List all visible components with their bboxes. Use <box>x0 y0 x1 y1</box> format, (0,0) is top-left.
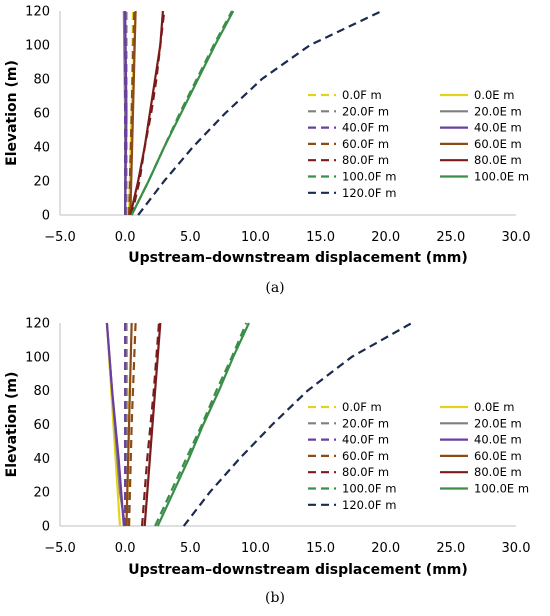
series-line <box>137 10 383 216</box>
x-tick-label: −5.0 <box>44 230 76 245</box>
y-tick-label: 80 <box>33 384 50 399</box>
legend-label: 100.0F m <box>342 482 396 496</box>
y-tick-label: 100 <box>25 350 50 365</box>
series-line <box>127 322 137 527</box>
x-tick-label: 15.0 <box>306 541 335 556</box>
legend-label: 60.0E m <box>474 137 522 151</box>
legend-label: 20.0F m <box>342 104 389 118</box>
legend-label: 40.0E m <box>474 121 522 135</box>
x-axis-label: Upstream–downstream displacement (mm) <box>128 250 468 266</box>
x-tick-label: 20.0 <box>371 541 400 556</box>
legend-label: 0.0E m <box>474 88 514 102</box>
legend-label: 60.0F m <box>342 137 389 151</box>
legend-label: 40.0F m <box>342 121 389 135</box>
y-tick-label: 0 <box>42 209 50 224</box>
x-axis-label: Upstream–downstream displacement (mm) <box>128 562 468 578</box>
series-line <box>130 10 235 216</box>
panel-caption-b: (b) <box>265 590 285 606</box>
y-axis-label: Elevation (m) <box>4 372 20 478</box>
y-tick-label: 80 <box>33 73 50 88</box>
x-tick-label: 5.0 <box>180 230 201 245</box>
x-tick-label: 15.0 <box>306 230 335 245</box>
legend-label: 0.0F m <box>342 400 382 414</box>
legend-label: 60.0F m <box>342 449 389 463</box>
legend-label: 20.0E m <box>474 416 522 430</box>
series-line <box>140 322 161 527</box>
legend-label: 100.0F m <box>342 170 396 184</box>
series-line <box>124 10 128 216</box>
legend-label: 120.0F m <box>342 498 396 512</box>
legend-label: 0.0F m <box>342 88 382 102</box>
series-line <box>105 322 125 527</box>
x-tick-label: 25.0 <box>436 230 465 245</box>
x-tick-label: 25.0 <box>436 541 465 556</box>
legend-label: 120.0F m <box>342 186 396 200</box>
y-tick-label: 120 <box>25 5 50 20</box>
legend-label: 40.0E m <box>474 433 522 447</box>
y-tick-label: 20 <box>33 486 50 501</box>
x-tick-label: 0.0 <box>115 230 136 245</box>
series-line <box>125 322 133 527</box>
legend-label: 20.0E m <box>474 104 522 118</box>
chart-panel-b: 0 20 40 60 80 100 120 −5.0 0.0 5.0 10.0 15.0 20.0 25.… <box>4 317 530 579</box>
series-line <box>127 10 136 216</box>
x-tick-label: 20.0 <box>371 230 400 245</box>
chart-panel-a: 0 20 40 60 80 100 120 −5.0 0.0 5.0 10.0 15.0 20.0 25.… <box>4 5 530 267</box>
y-tick-label: 40 <box>33 452 50 467</box>
x-tick-label: 5.0 <box>180 541 201 556</box>
x-tick-label: −5.0 <box>44 541 76 556</box>
legend-label: 80.0E m <box>474 153 522 167</box>
series-line <box>129 10 137 216</box>
y-tick-label: 100 <box>25 39 50 54</box>
x-tick-label: 10.0 <box>241 230 270 245</box>
y-tick-label: 40 <box>33 141 50 156</box>
series-line <box>154 322 248 527</box>
x-tick-label: 30.0 <box>502 541 531 556</box>
x-tick-label: 0.0 <box>115 541 136 556</box>
series-line <box>129 10 165 216</box>
series-line <box>130 10 233 216</box>
series-line <box>143 322 162 527</box>
legend-label: 80.0F m <box>342 153 389 167</box>
panel-caption-a: (a) <box>265 280 285 296</box>
legend-label: 100.0E m <box>474 170 529 184</box>
y-tick-label: 20 <box>33 175 50 190</box>
legend-label: 40.0F m <box>342 433 389 447</box>
y-tick-label: 120 <box>25 317 50 332</box>
y-tick-label: 0 <box>42 520 50 535</box>
x-tick-label: 10.0 <box>241 541 270 556</box>
series-line <box>156 322 250 527</box>
y-tick-label: 60 <box>33 418 50 433</box>
y-axis-label: Elevation (m) <box>4 60 20 166</box>
x-tick-label: 30.0 <box>502 230 531 245</box>
legend-label: 80.0F m <box>342 465 389 479</box>
legend-label: 100.0E m <box>474 482 529 496</box>
legend-label: 20.0F m <box>342 416 389 430</box>
legend-label: 80.0E m <box>474 465 522 479</box>
y-tick-label: 60 <box>33 107 50 122</box>
legend-label: 60.0E m <box>474 449 522 463</box>
series-line <box>182 322 413 527</box>
legend-label: 0.0E m <box>474 400 514 414</box>
